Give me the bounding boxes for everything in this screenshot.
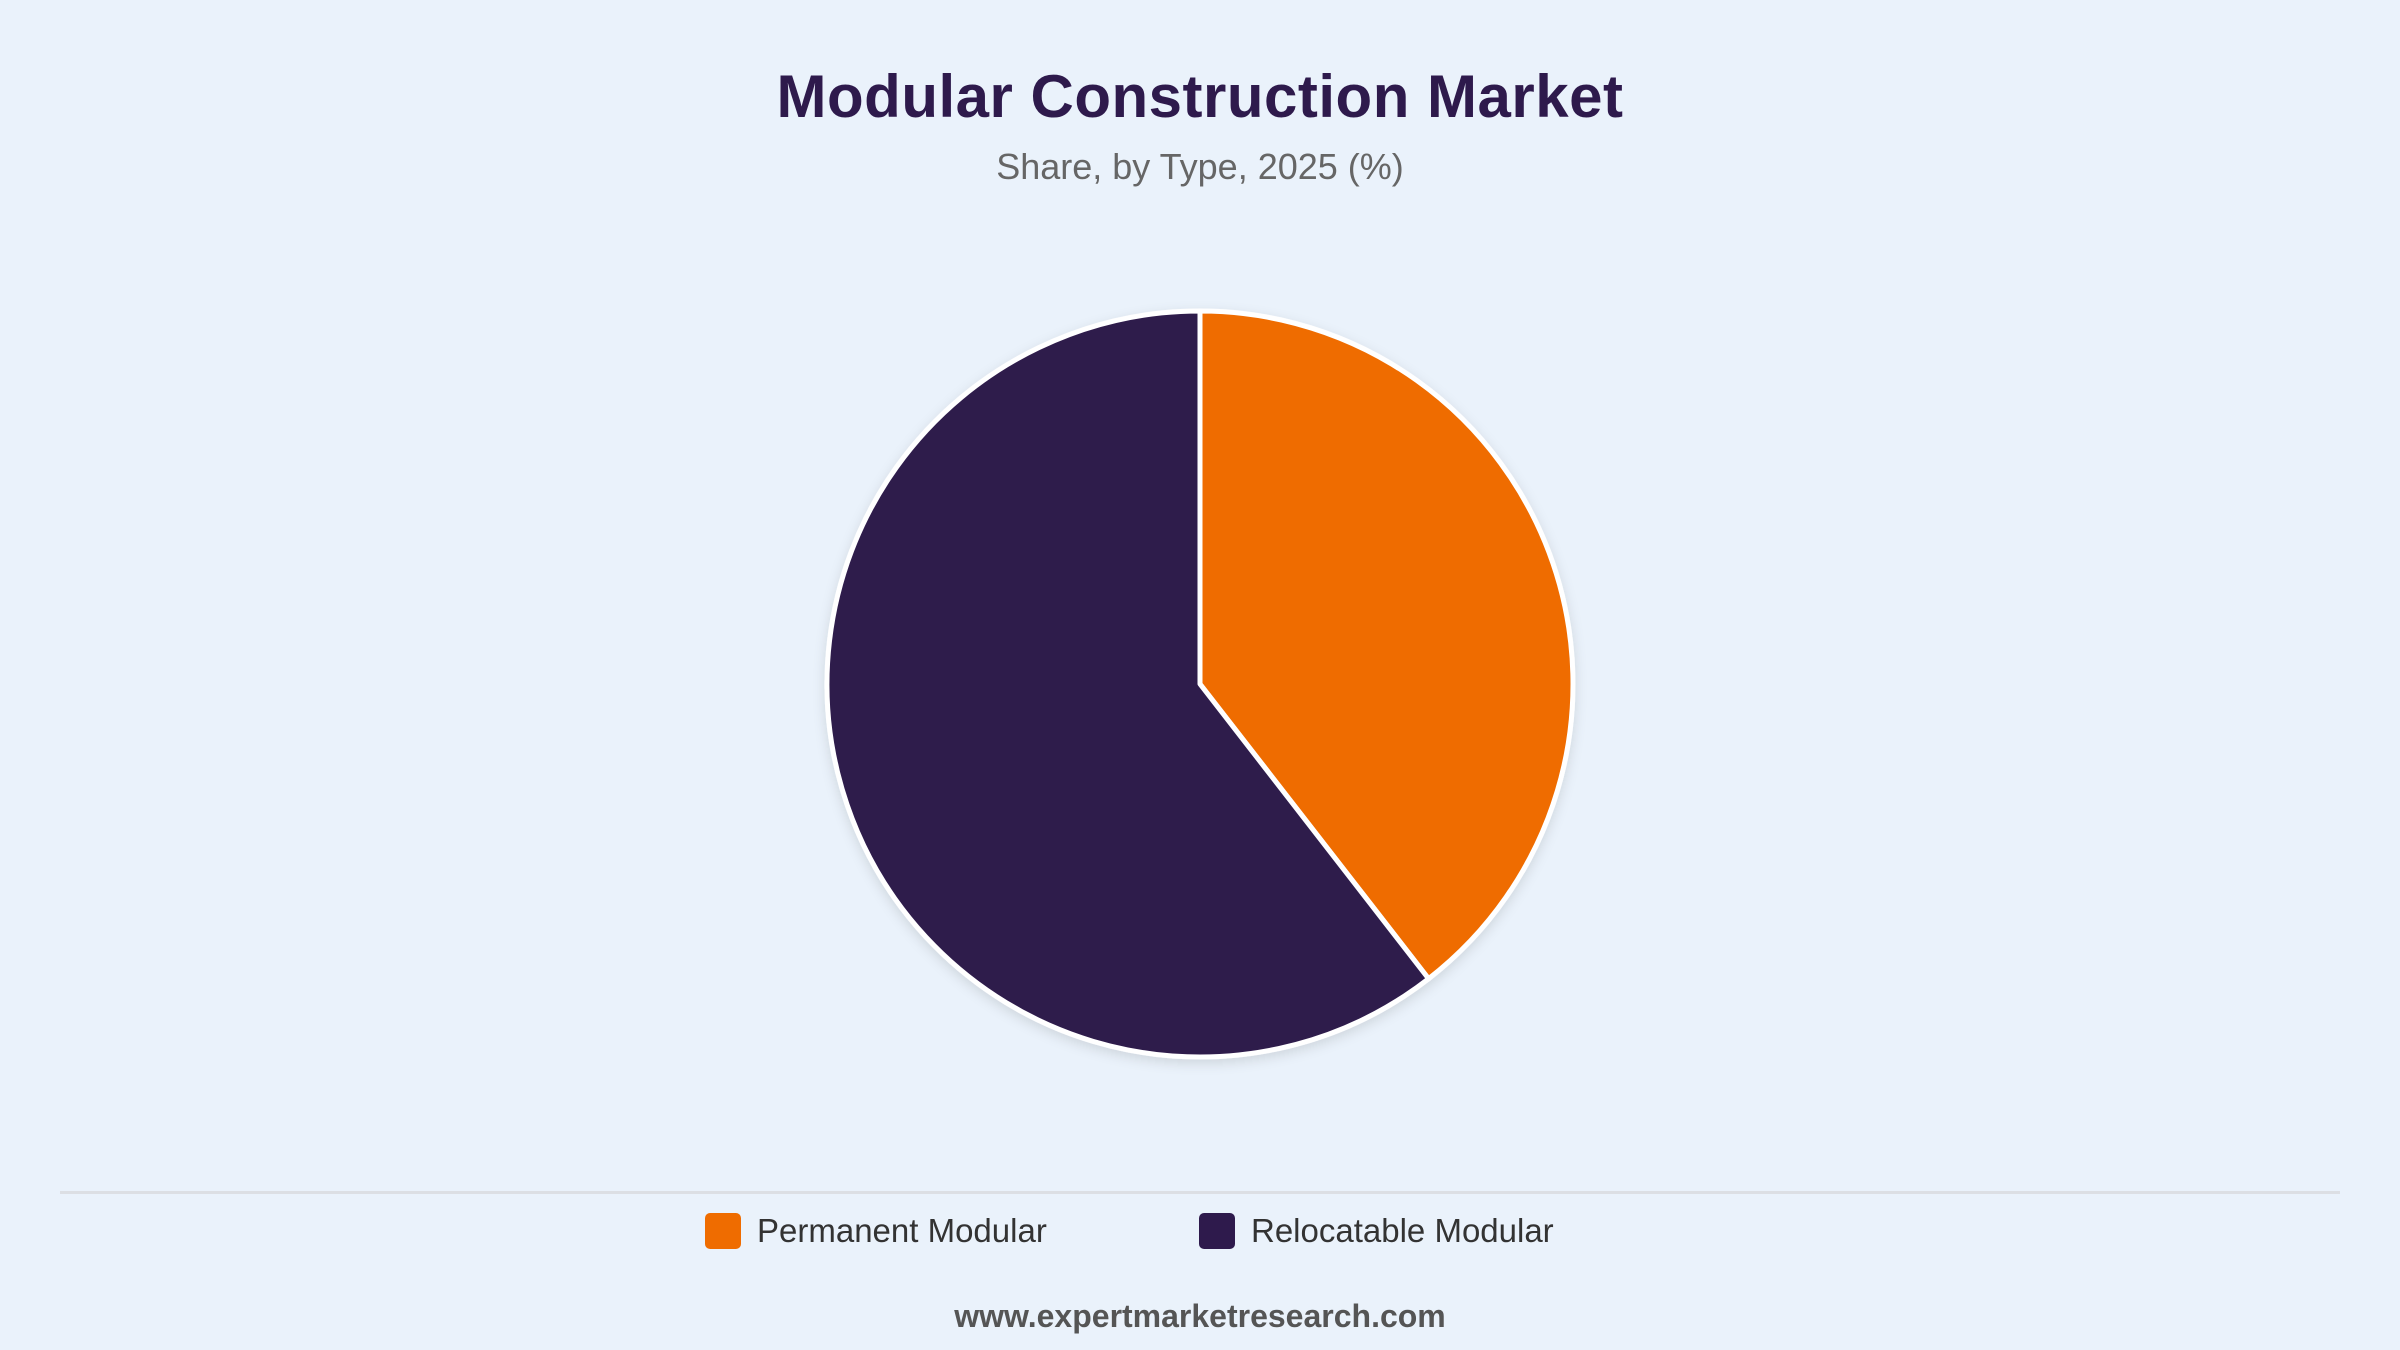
legend-item-permanent-modular[interactable]: Permanent Modular [705, 1211, 1047, 1251]
legend-label: Relocatable Modular [1251, 1212, 1554, 1249]
legend-swatch [705, 1213, 741, 1249]
legend-divider [60, 1191, 2340, 1194]
chart-title: Modular Construction Market [776, 63, 1624, 130]
source-url[interactable]: www.expertmarketresearch.com [954, 1298, 1446, 1334]
pie-slices [824, 308, 1576, 1060]
pie-slice-permanent-modular[interactable] [1197, 308, 1576, 982]
legend-label: Permanent Modular [757, 1212, 1047, 1249]
chart-subtitle: Share, by Type, 2025 (%) [996, 146, 1404, 187]
legend: Permanent Modular Relocatable Modular [0, 1211, 2400, 1251]
legend-swatch [1199, 1213, 1235, 1249]
legend-item-relocatable-modular[interactable]: Relocatable Modular [1199, 1211, 1554, 1251]
pie-slice-relocatable-modular[interactable] [824, 308, 1432, 1060]
